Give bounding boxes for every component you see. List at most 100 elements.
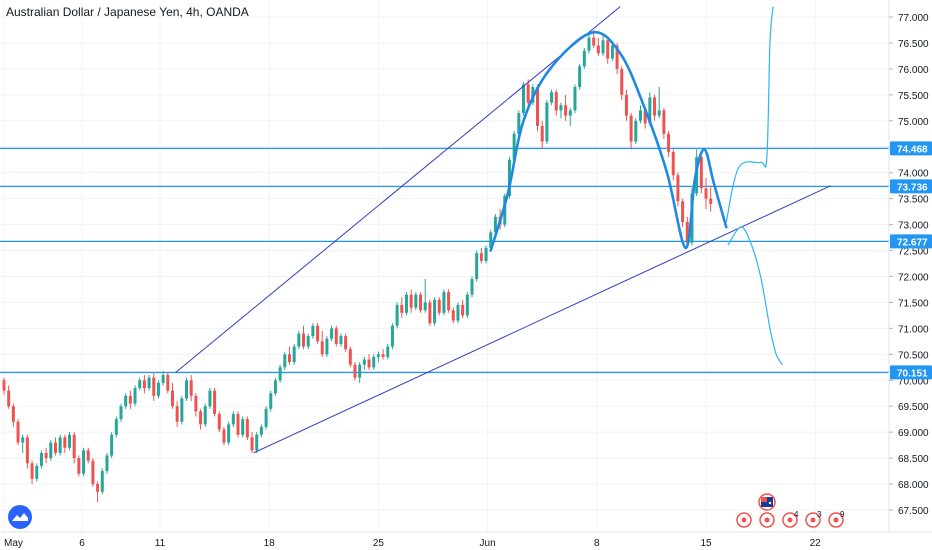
- candle-body: [362, 359, 366, 365]
- candle-body: [503, 196, 507, 225]
- candle-body: [545, 102, 549, 142]
- y-tick-label: 67.500: [898, 506, 929, 517]
- candle-body: [21, 437, 25, 443]
- candle-body: [119, 406, 123, 420]
- drawings[interactable]: [175, 6, 832, 454]
- candle-body: [559, 105, 563, 111]
- candle-body: [334, 328, 338, 344]
- price-label: 72.677: [890, 234, 932, 249]
- candle-body: [287, 354, 291, 363]
- candle-body: [133, 388, 137, 404]
- x-tick-label: 8: [594, 538, 600, 549]
- y-tick-label: 69.500: [898, 402, 929, 413]
- y-tick: 74.000: [889, 169, 929, 180]
- candle-body: [320, 341, 324, 355]
- price-label: 70.151: [890, 365, 932, 380]
- y-tick: 70.500: [889, 350, 929, 361]
- candle-body: [222, 429, 226, 443]
- candle-body: [414, 294, 418, 308]
- projection-down-path[interactable]: [727, 226, 783, 366]
- event-icon[interactable]: [759, 512, 775, 528]
- candle-body: [311, 325, 315, 337]
- horizontal-levels[interactable]: [0, 147, 889, 374]
- candle-body: [330, 328, 334, 339]
- flag-icon[interactable]: [758, 493, 776, 511]
- candle-body: [606, 40, 610, 59]
- events[interactable]: 4 3 9: [736, 493, 845, 528]
- y-tick: 76.500: [889, 39, 929, 50]
- candle-body: [30, 463, 34, 479]
- candle-body: [91, 460, 95, 485]
- event-icon[interactable]: [736, 512, 752, 528]
- x-tick: 18: [264, 538, 276, 549]
- y-tick-label: 73.500: [898, 195, 929, 206]
- candle-body: [147, 377, 151, 389]
- y-tick-label: 69.000: [898, 428, 929, 439]
- y-tick: 70.000: [889, 376, 929, 387]
- candle-body: [484, 247, 488, 261]
- candle-body: [44, 452, 48, 459]
- candle-body: [316, 325, 320, 342]
- candle-body: [587, 37, 591, 51]
- x-tick-label: 11: [155, 538, 166, 549]
- price-axis[interactable]: [889, 0, 932, 550]
- candle-body: [241, 419, 245, 435]
- y-tick-label: 71.000: [898, 324, 929, 335]
- candle-body: [16, 421, 20, 443]
- candle-body: [653, 97, 657, 116]
- candle-body: [325, 338, 329, 355]
- candle-body: [203, 406, 207, 425]
- time-axis[interactable]: [0, 532, 889, 550]
- candle-body: [610, 45, 614, 59]
- candle-body: [175, 406, 179, 422]
- y-tick: 67.500: [889, 506, 929, 517]
- candle-body: [208, 390, 212, 407]
- candle-body: [128, 395, 132, 404]
- y-tick-label: 73.000: [898, 221, 929, 232]
- candle-body: [189, 380, 193, 396]
- candle-body: [245, 419, 249, 438]
- event-group-icon[interactable]: 3: [805, 510, 822, 528]
- candle-body: [573, 87, 577, 111]
- trendline-upper-channel[interactable]: [175, 6, 621, 373]
- y-tick: 71.500: [889, 298, 929, 309]
- y-tick-label: 75.500: [898, 91, 929, 102]
- candle-body: [96, 484, 100, 492]
- projection-up-path[interactable]: [725, 6, 774, 223]
- candle-body: [685, 221, 689, 243]
- candle-body: [475, 253, 479, 280]
- y-tick: 69.500: [889, 402, 929, 413]
- event-group-icon[interactable]: 4: [782, 510, 799, 528]
- candle-body: [657, 110, 661, 116]
- candle-body: [423, 302, 427, 311]
- x-tick-label: May: [4, 538, 23, 549]
- pattern-curve[interactable]: [489, 30, 728, 252]
- candle-body: [302, 333, 306, 347]
- tradingview-logo-icon[interactable]: [8, 505, 32, 529]
- candle-body: [58, 437, 62, 453]
- candle-body: [170, 390, 174, 407]
- candle-body: [142, 380, 146, 389]
- candle-body: [629, 115, 633, 142]
- event-group-icon[interactable]: 9: [828, 510, 845, 528]
- price-label-text: 74.468: [897, 144, 928, 155]
- price-label-bg: [890, 179, 932, 194]
- trendline-lower-trendline[interactable]: [253, 185, 832, 454]
- y-tick: 77.000: [889, 13, 929, 24]
- price-label-bg: [890, 234, 932, 249]
- x-tick-label: 6: [79, 538, 85, 549]
- candle-body: [353, 364, 357, 378]
- candle-body: [404, 294, 408, 313]
- y-tick-label: 76.500: [898, 39, 929, 50]
- candle-body: [82, 450, 86, 474]
- logo-wave-icon: [12, 513, 28, 521]
- candle-body: [667, 133, 671, 152]
- y-tick-label: 68.500: [898, 454, 929, 465]
- y-tick: 72.500: [889, 247, 929, 258]
- y-tick-label: 70.500: [898, 350, 929, 361]
- candle-body: [199, 411, 203, 425]
- candle-body: [433, 299, 437, 324]
- price-label-text: 73.736: [897, 182, 928, 193]
- y-tick: 69.000: [889, 428, 929, 439]
